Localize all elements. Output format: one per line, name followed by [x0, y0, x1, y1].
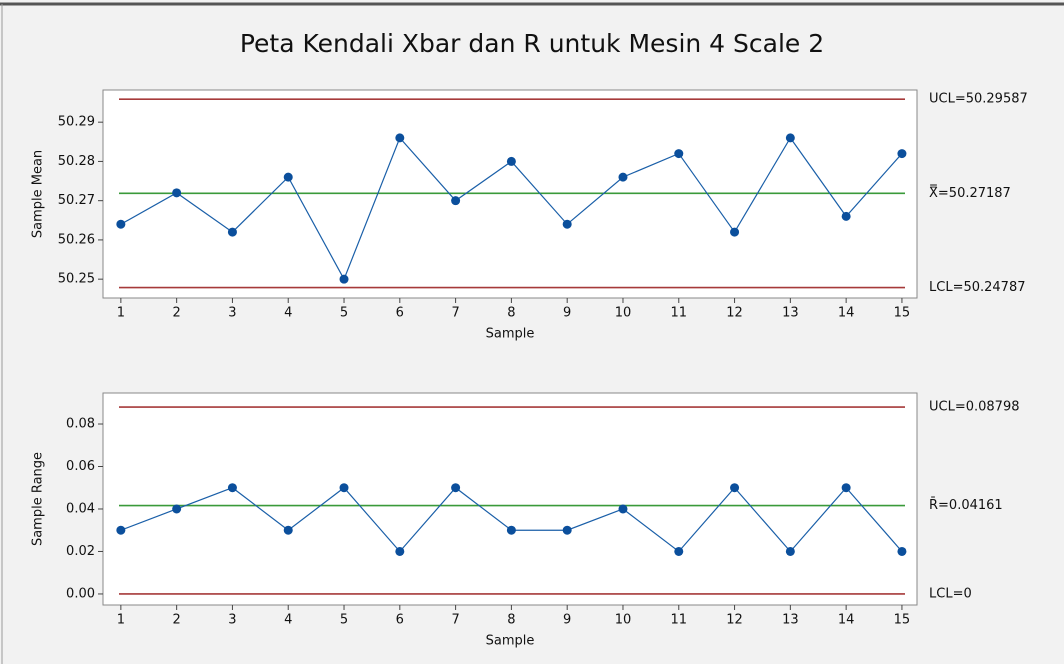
control-label: LCL=0 [929, 586, 972, 601]
data-point [785, 546, 795, 556]
y-tick-label: 50.27 [58, 193, 95, 208]
x-tick-label: 2 [173, 306, 181, 321]
x-tick-label: 8 [507, 613, 515, 628]
x-axis-label: Sample [486, 327, 535, 342]
control-label: UCL=50.29587 [929, 92, 1028, 107]
x-tick-label: 3 [228, 613, 236, 628]
y-tick-label: 0.06 [66, 459, 95, 474]
plot-area [102, 392, 918, 606]
x-tick-label: 4 [284, 306, 292, 321]
data-point [172, 504, 182, 514]
data-point [674, 149, 684, 159]
control-label: UCL=0.08798 [929, 400, 1020, 415]
x-axis-label: Sample [486, 634, 535, 649]
x-tick-label: 11 [670, 613, 687, 628]
data-point [227, 483, 237, 493]
x-tick-label: 6 [396, 306, 404, 321]
x-tick-label: 10 [615, 306, 632, 321]
data-point [283, 172, 293, 182]
data-point [897, 149, 907, 159]
y-tick-label: 0.00 [66, 586, 95, 601]
data-point [562, 525, 572, 535]
x-tick-label: 3 [228, 306, 236, 321]
data-point [506, 525, 516, 535]
control-label: R̄=0.04161 [929, 498, 1003, 513]
data-point [841, 483, 851, 493]
data-point [674, 546, 684, 556]
data-point [116, 219, 126, 229]
x-tick-label: 8 [507, 306, 515, 321]
x-tick-label: 9 [563, 306, 571, 321]
data-point [730, 227, 740, 237]
y-tick-label: 50.28 [58, 154, 95, 169]
x-tick-label: 12 [726, 306, 743, 321]
x-tick-label: 15 [894, 613, 911, 628]
x-tick-label: 13 [782, 613, 799, 628]
y-tick-label: 0.04 [66, 501, 95, 516]
x-tick-label: 1 [117, 306, 125, 321]
data-point [785, 133, 795, 143]
data-point [841, 211, 851, 221]
x-tick-label: 14 [838, 306, 855, 321]
x-tick-label: 4 [284, 613, 292, 628]
data-point [395, 546, 405, 556]
x-tick-label: 15 [894, 306, 911, 321]
data-point [897, 546, 907, 556]
x-tick-label: 12 [726, 613, 743, 628]
data-point [339, 274, 349, 284]
data-point [395, 133, 405, 143]
x-tick-label: 5 [340, 613, 348, 628]
x-tick-label: 5 [340, 306, 348, 321]
data-point [172, 188, 182, 198]
y-tick-label: 0.02 [66, 544, 95, 559]
x-tick-label: 1 [117, 613, 125, 628]
data-point [339, 483, 349, 493]
x-tick-label: 9 [563, 613, 571, 628]
y-tick-label: 50.29 [58, 115, 95, 130]
data-point [227, 227, 237, 237]
y-axis-label: Sample Mean [31, 150, 46, 238]
x-tick-label: 10 [615, 613, 632, 628]
data-point [451, 483, 461, 493]
data-point [451, 196, 461, 206]
data-point [283, 525, 293, 535]
x-tick-label: 11 [670, 306, 687, 321]
y-tick-label: 50.26 [58, 232, 95, 247]
chart-title: Peta Kendali Xbar dan R untuk Mesin 4 Sc… [240, 29, 824, 58]
y-tick-label: 50.25 [58, 272, 95, 287]
y-axis-label: Sample Range [31, 452, 46, 546]
data-point [506, 156, 516, 166]
x-tick-label: 7 [451, 613, 459, 628]
data-point [116, 525, 126, 535]
data-point [730, 483, 740, 493]
x-tick-label: 6 [396, 613, 404, 628]
x-tick-label: 7 [451, 306, 459, 321]
x-tick-label: 14 [838, 613, 855, 628]
x-tick-label: 13 [782, 306, 799, 321]
data-point [618, 172, 628, 182]
y-tick-label: 0.08 [66, 417, 95, 432]
control-label: X̿=50.27187 [929, 184, 1011, 200]
data-point [562, 219, 572, 229]
control-label: LCL=50.24787 [929, 280, 1025, 295]
x-tick-label: 2 [173, 613, 181, 628]
data-point [618, 504, 628, 514]
